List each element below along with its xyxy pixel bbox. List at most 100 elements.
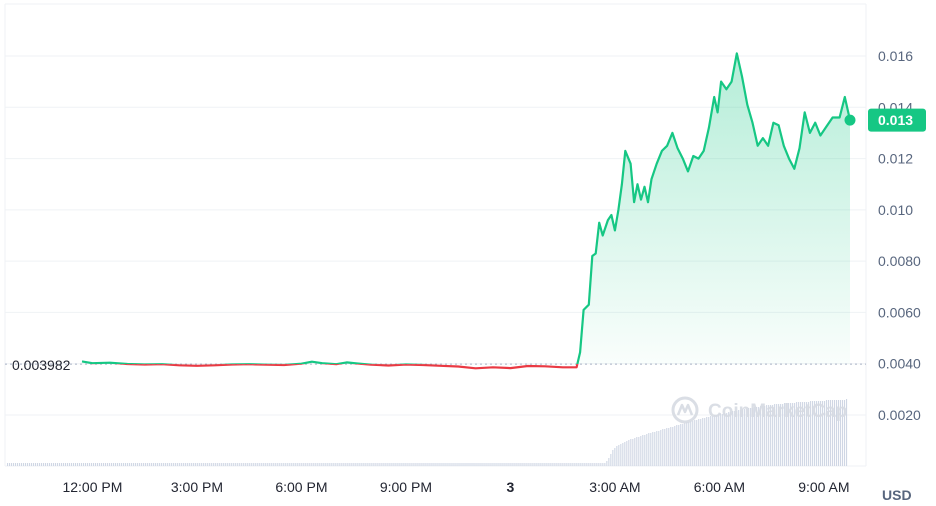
volume-bar xyxy=(404,463,406,466)
volume-bar xyxy=(672,427,674,466)
volume-bar xyxy=(304,463,306,466)
volume-bar xyxy=(210,463,212,466)
volume-bar xyxy=(712,416,714,466)
volume-bar xyxy=(36,463,39,466)
volume-bar xyxy=(826,400,828,466)
volume-bar xyxy=(11,463,13,466)
volume-bar xyxy=(150,463,152,466)
volume-bar xyxy=(296,463,298,466)
volume-bar xyxy=(702,418,704,466)
volume-bar xyxy=(842,400,844,466)
volume-bar xyxy=(770,405,772,466)
volume-bar xyxy=(382,463,384,466)
volume-bar xyxy=(328,463,330,466)
volume-bar xyxy=(670,427,672,466)
volume-bar xyxy=(734,411,736,466)
volume-bar xyxy=(110,463,112,466)
volume-bar xyxy=(32,463,35,466)
volume-bar xyxy=(322,463,324,466)
volume-bar xyxy=(608,458,610,466)
volume-bar xyxy=(832,400,834,466)
volume-bar xyxy=(694,420,696,466)
volume-bar xyxy=(756,407,758,466)
volume-bar xyxy=(104,463,106,466)
volume-bar xyxy=(758,407,760,466)
volume-bar xyxy=(162,463,164,466)
volume-bar xyxy=(434,463,436,466)
volume-bar xyxy=(528,463,530,466)
volume-bar xyxy=(474,463,476,466)
volume-bar xyxy=(240,463,242,466)
volume-bar xyxy=(566,463,568,466)
volume-bar xyxy=(60,463,63,466)
volume-bar xyxy=(576,463,578,466)
volume-bar xyxy=(324,463,326,466)
volume-bar xyxy=(290,463,292,466)
volume-bar xyxy=(610,454,612,466)
volume-bar xyxy=(704,418,706,466)
volume-bar xyxy=(376,463,378,466)
volume-bar xyxy=(814,401,816,466)
volume-bar xyxy=(574,463,576,466)
volume-bar xyxy=(314,463,316,466)
volume-bar xyxy=(618,445,620,466)
volume-bar xyxy=(542,463,544,466)
volume-bar xyxy=(726,413,728,466)
coinmarketcap-logo-icon xyxy=(671,396,699,424)
volume-bar xyxy=(526,463,528,466)
volume-bar xyxy=(160,463,162,466)
volume-bar xyxy=(626,441,628,466)
volume-bar xyxy=(270,463,272,466)
volume-bar xyxy=(392,463,394,466)
volume-bar xyxy=(478,463,480,466)
volume-bar xyxy=(816,401,818,466)
volume-bar xyxy=(514,463,516,466)
volume-bar xyxy=(422,463,424,466)
y-tick-label: 0.0080 xyxy=(878,253,921,269)
volume-bar xyxy=(768,405,770,466)
volume-bar xyxy=(46,463,49,466)
y-tick-label: 0.012 xyxy=(878,151,913,167)
volume-bar xyxy=(790,403,792,466)
volume-bar xyxy=(714,415,716,466)
volume-bar xyxy=(818,401,820,466)
volume-bar xyxy=(64,463,67,466)
volume-bar xyxy=(182,463,184,466)
volume-bar xyxy=(556,463,558,466)
volume-bar xyxy=(622,443,624,466)
volume-bar xyxy=(68,463,71,466)
volume-bar xyxy=(92,463,94,466)
volume-bar xyxy=(480,463,482,466)
volume-bar xyxy=(140,463,142,466)
volume-bar xyxy=(688,422,690,466)
volume-bar xyxy=(420,463,422,466)
volume-bar xyxy=(72,463,75,466)
volume-bar xyxy=(232,463,234,466)
volume-bar xyxy=(214,463,216,466)
volume-bar xyxy=(520,463,522,466)
volume-bar xyxy=(786,403,788,466)
volume-bar xyxy=(62,463,65,466)
volume-bar xyxy=(744,409,746,466)
current-price-dot[interactable] xyxy=(844,114,856,126)
volume-bar xyxy=(130,463,132,466)
volume-bar xyxy=(624,442,626,466)
y-tick-label: 0.010 xyxy=(878,202,913,218)
volume-bar xyxy=(166,463,168,466)
volume-bar xyxy=(258,463,260,466)
volume-bar xyxy=(632,439,634,466)
volume-bar xyxy=(654,432,656,466)
volume-bar xyxy=(320,463,322,466)
current-price-label: 0.013 xyxy=(878,112,913,128)
volume-bar xyxy=(710,416,712,466)
volume-bar xyxy=(176,463,178,466)
volume-bar xyxy=(572,463,574,466)
volume-bar xyxy=(204,463,206,466)
volume-bar xyxy=(696,420,698,466)
volume-bar xyxy=(628,440,630,466)
volume-bar xyxy=(738,410,740,466)
volume-bar xyxy=(822,401,824,466)
volume-bar xyxy=(84,463,87,466)
volume-bar xyxy=(802,402,804,466)
